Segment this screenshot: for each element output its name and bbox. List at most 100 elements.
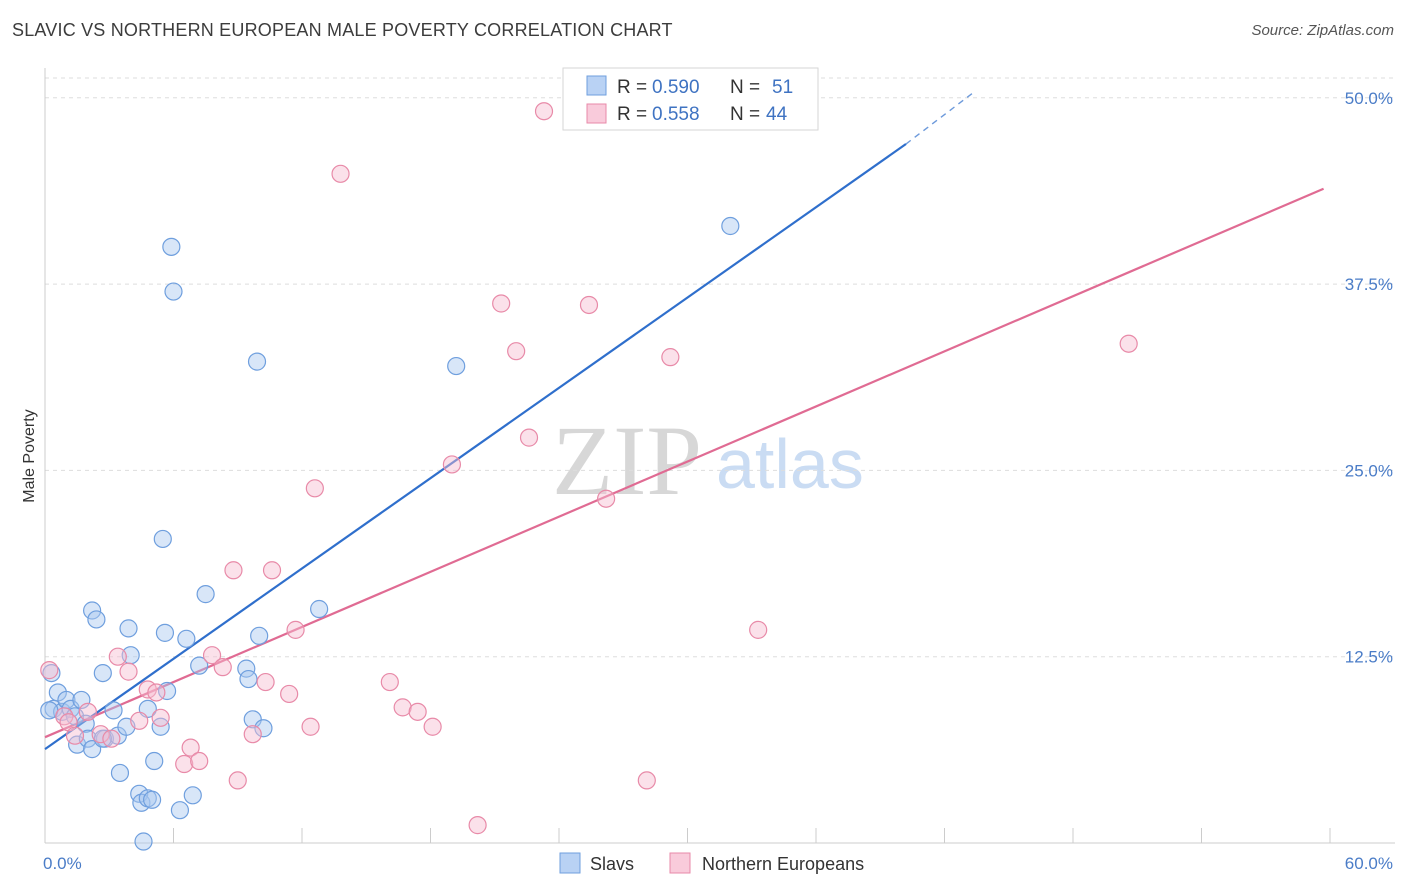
y-tick-label: 25.0% [1345,461,1393,480]
northern-europeans-point [507,342,526,361]
slavs-point [177,629,196,648]
legend-swatch-slavs [586,75,607,96]
legend-r-label-1: R = [617,77,647,98]
slavs-point [190,656,209,675]
northern-europeans-point [492,294,511,313]
slavs-trend-line-extension [905,92,973,145]
y-tick-label: 50.0% [1345,89,1393,108]
northern-europeans-point [468,816,487,835]
slavs-trend-line [44,143,907,751]
slavs-point [134,832,153,851]
northern-europeans-point [243,725,262,744]
northern-europeans-point [280,684,299,704]
northern-europeans-point [78,702,97,721]
northern-europeans-point [108,647,127,666]
slavs-point [254,719,273,738]
y-axis-label: Male Poverty [21,409,38,502]
northern-europeans-point [228,771,247,790]
x-tick-label-max: 60.0% [1345,854,1393,873]
slavs-point [247,352,267,371]
northern-europeans-point [256,672,275,692]
northern-europeans-point [151,708,170,727]
bottom-legend: Slavs Northern Europeans [559,852,864,874]
northern-europeans-point [637,771,656,790]
x-tick-label-min: 0.0% [43,854,82,873]
slavs-point [196,585,215,604]
northern-europeans-point [423,717,442,736]
slavs-point [183,786,202,805]
northern-europeans-point [40,661,59,680]
legend-n-label-2: N = [730,104,760,125]
northern-europeans-point [1119,334,1138,353]
slavs-point [155,623,175,642]
northern-europeans-point [305,479,324,498]
northern-europeans-point [579,295,599,315]
watermark-atlas: atlas [716,425,864,503]
northern-europeans-point [147,683,166,702]
northern-europeans-point [534,102,554,121]
slavs-point [162,237,181,256]
legend-r-value-2: 0.558 [652,104,700,125]
slavs-point [239,669,258,689]
northern-europeans-point [181,738,200,757]
slavs-point [153,529,172,549]
northern-europeans-point [519,428,539,447]
northern-europeans-point [408,702,427,721]
slavs-point [83,601,102,620]
bottom-legend-label-northern-europeans: Northern Europeans [702,854,864,874]
bottom-legend-swatch-slavs [559,852,581,874]
slavs-point [110,763,130,783]
slavs-point [721,216,740,236]
northern-europeans-point [102,729,121,748]
northern-europeans-point [190,751,209,771]
slavs-point [42,663,61,683]
northern-europeans-point [442,455,462,474]
legend-r-label-2: R = [617,104,647,125]
legend-swatch-northern-europeans [586,103,607,124]
northern-europeans-point [202,646,222,665]
legend-n-label-1: N = [730,77,760,98]
northern-europeans-point [213,658,232,677]
northern-europeans-point [286,620,305,639]
axes: 12.5% 25.0% 37.5% 50.0% 0.0% 60.0% [43,68,1395,873]
northern-europeans-point [661,348,680,367]
slavs-point [145,751,164,771]
slavs-point [119,619,138,638]
legend-n-value-2: 44 [766,104,788,125]
data-points [40,102,1138,851]
northern-europeans-point [597,489,616,508]
northern-europeans-point [65,726,85,745]
northern-europeans-point [224,561,243,580]
slavs-point [93,663,112,683]
watermark-zip: ZIP [552,405,702,516]
northern-europeans-point [393,698,412,717]
northern-europeans-point [119,662,138,681]
legend-r-value-1: 0.590 [652,77,700,98]
northern-europeans-trend-line [44,187,1325,739]
northern-europeans-point [331,164,350,183]
bottom-legend-swatch-northern-europeans [669,852,691,874]
slavs-point [164,282,183,301]
northern-europeans-point [262,561,282,580]
slavs-point [142,790,162,809]
northern-europeans-point [91,725,110,744]
trend-lines [44,92,1325,751]
bottom-legend-label-slavs: Slavs [590,854,634,874]
northern-europeans-point [380,672,399,692]
slavs-point [250,626,269,645]
y-tick-label: 12.5% [1345,648,1393,667]
northern-europeans-point [175,754,194,774]
slavs-point [104,701,123,720]
northern-europeans-point [301,717,320,736]
legend-n-value-1: 51 [772,77,793,98]
slavs-point [310,599,329,619]
y-tick-label: 37.5% [1345,275,1393,294]
slavs-point [170,801,190,820]
source-credit: Source: ZipAtlas.com [1251,22,1394,39]
slavs-point [447,356,466,376]
northern-europeans-point [130,711,149,730]
northern-europeans-point [749,620,768,639]
grid-lines [45,77,1395,658]
legend: R = 0.590 N = 51 R = 0.558 N = 44 [562,67,819,131]
